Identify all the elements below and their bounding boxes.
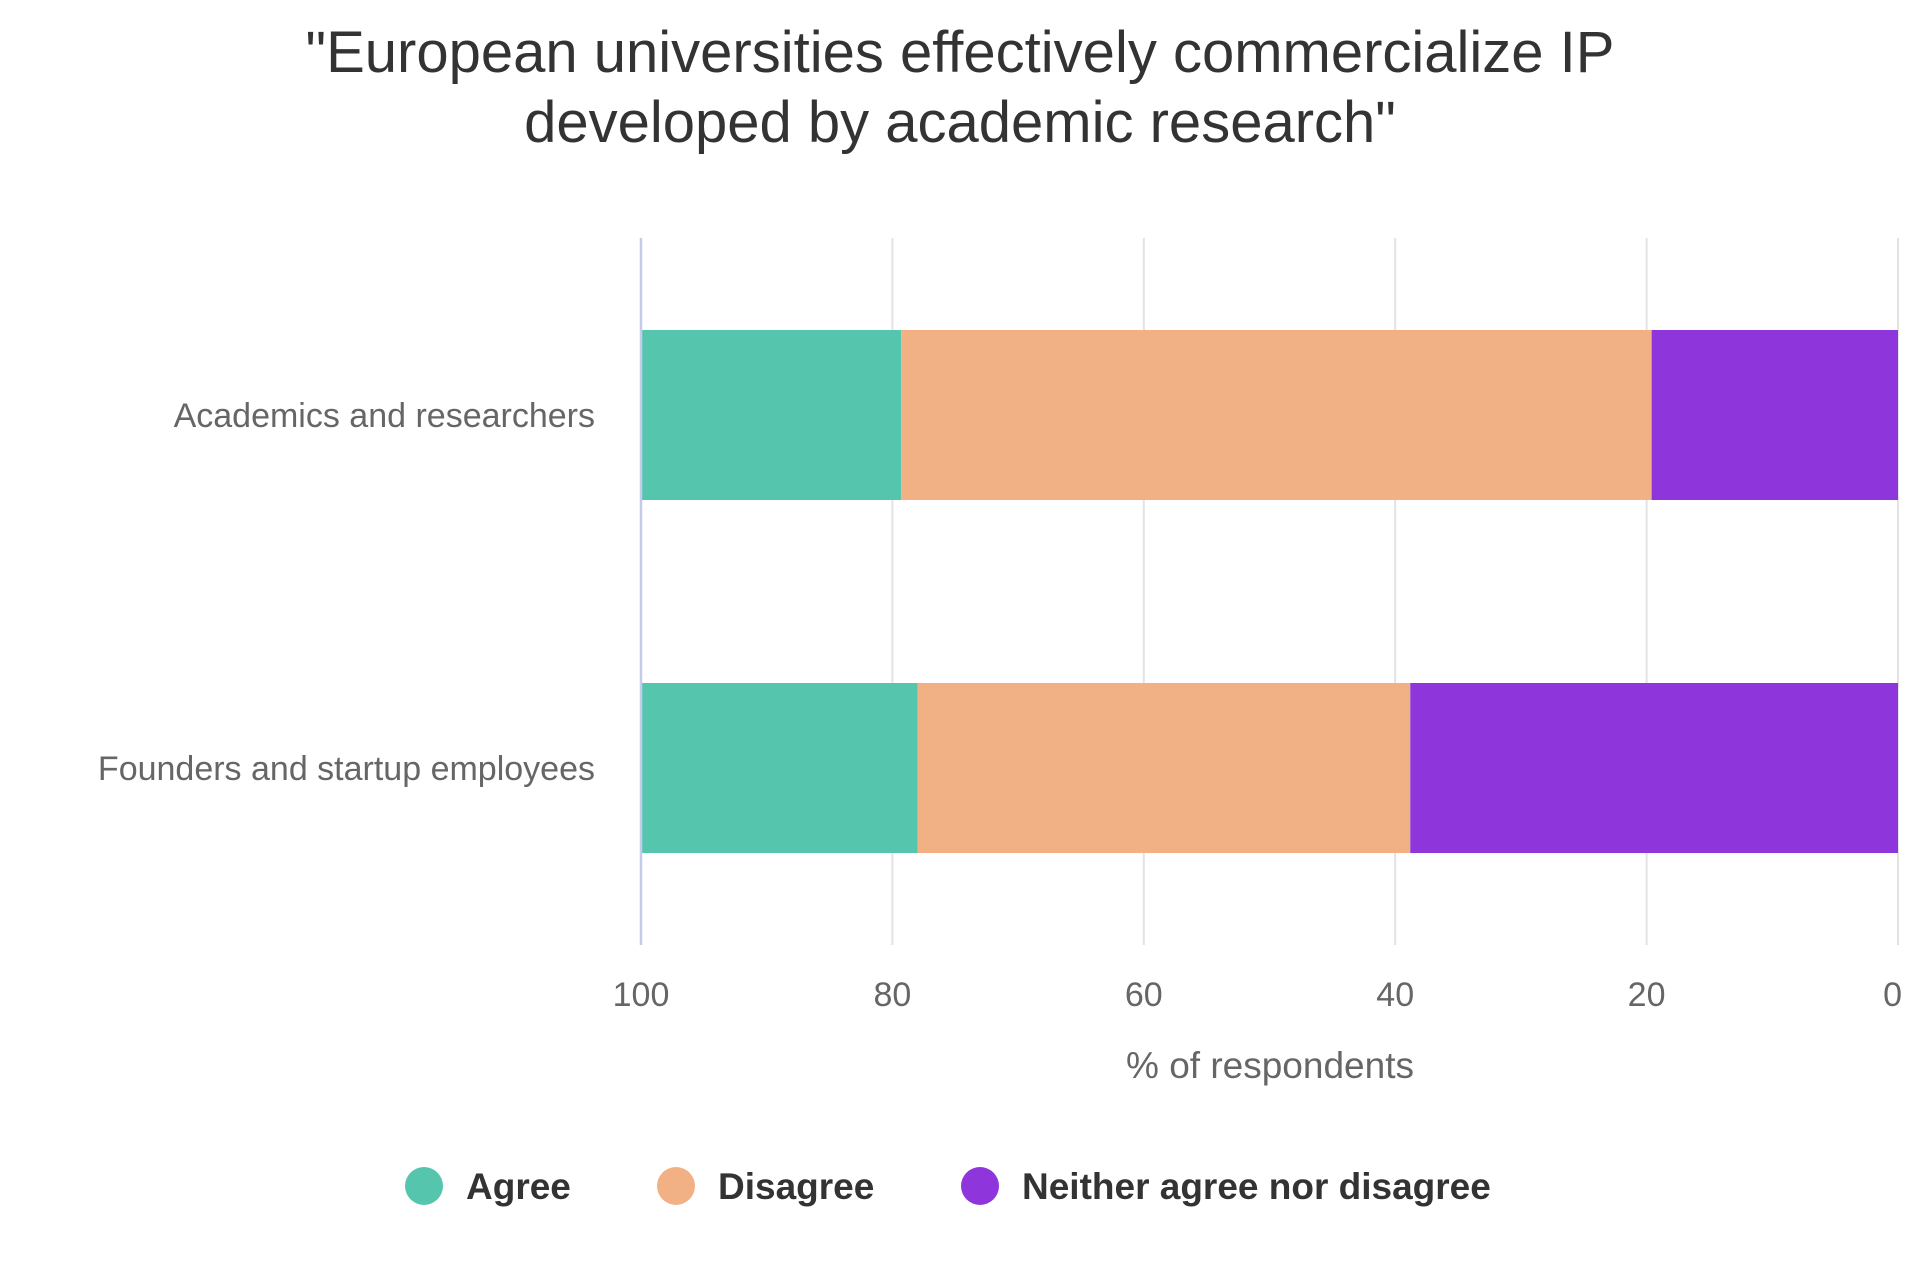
bar-agree-2 xyxy=(641,683,918,853)
value-axis: 100 80 60 40 20 0 xyxy=(613,238,1902,1014)
category-axis: Academics and researchers Founders and st… xyxy=(98,397,595,788)
bars xyxy=(641,330,1898,853)
legend-label-3: Neither agree nor disagree xyxy=(1022,1166,1491,1207)
x-tick-label-80: 80 xyxy=(873,976,911,1014)
legend-item-neither-agree-nor-disagree: Neither agree nor disagree xyxy=(961,1166,1491,1207)
bar-agree-1 xyxy=(641,330,902,500)
x-tick-label-100: 100 xyxy=(613,976,670,1014)
category-label-1: Academics and researchers xyxy=(174,397,595,435)
x-tick-label-60: 60 xyxy=(1125,976,1163,1014)
legend-label-1: Agree xyxy=(466,1166,571,1207)
legend-label-2: Disagree xyxy=(718,1166,874,1207)
legend: Agree Disagree Neither agree nor disagree xyxy=(405,1166,1491,1207)
bar-neither-agree-nor-disagree-1 xyxy=(1651,330,1898,500)
chart-title: "European universities effectively comme… xyxy=(306,20,1615,155)
x-tick-label-20: 20 xyxy=(1628,976,1666,1014)
legend-swatch-3 xyxy=(961,1167,999,1205)
legend-item-disagree: Disagree xyxy=(657,1166,874,1207)
bar-disagree-2 xyxy=(917,683,1411,853)
bar-neither-agree-nor-disagree-2 xyxy=(1410,683,1898,853)
chart-title-line-1: "European universities effectively comme… xyxy=(306,20,1615,85)
category-label-2: Founders and startup employees xyxy=(98,750,595,788)
x-tick-label-40: 40 xyxy=(1376,976,1414,1014)
x-axis-title: % of respondents xyxy=(1126,1045,1414,1086)
chart-title-line-2: developed by academic research" xyxy=(524,90,1396,155)
legend-item-agree: Agree xyxy=(405,1166,571,1207)
x-tick-label-0: 0 xyxy=(1883,976,1902,1014)
legend-swatch-2 xyxy=(657,1167,695,1205)
bar-disagree-1 xyxy=(901,330,1652,500)
legend-swatch-1 xyxy=(405,1167,443,1205)
